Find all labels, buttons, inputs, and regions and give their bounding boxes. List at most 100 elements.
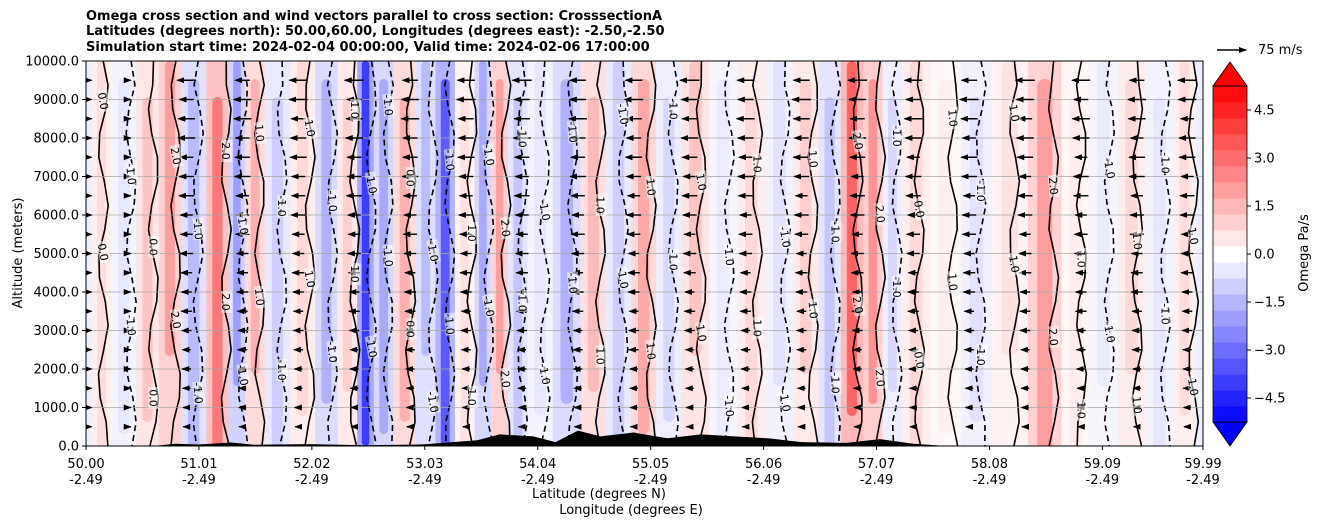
- contour-label-bg: [517, 126, 529, 148]
- x-tick-label-lat: 59.09: [1084, 457, 1121, 472]
- omega-band-core: [587, 97, 600, 392]
- colorbar-segment: [1213, 118, 1247, 135]
- contour-label-bg: [947, 270, 960, 294]
- contour-label: 1.0: [1185, 226, 1201, 245]
- x-tick-label-lat: 51.01: [180, 457, 217, 472]
- contour-label-bg: [1186, 224, 1202, 248]
- y-tick-label: 1000.0: [34, 401, 80, 416]
- y-tick-label: 3000.0: [34, 324, 80, 339]
- colorbar-segment: [1213, 406, 1247, 423]
- contour-label-bg: [892, 125, 903, 147]
- contour-label-bg: [382, 93, 396, 117]
- colorbar-extend-max: [1212, 61, 1248, 87]
- contour-label-bg: [467, 222, 479, 244]
- contour-label: -1.0: [424, 239, 441, 262]
- contour-label-bg: [723, 243, 737, 267]
- contour-label-bg: [566, 271, 580, 295]
- y-tick-label: 10000.0: [25, 55, 79, 70]
- omega-band-core: [342, 97, 352, 392]
- contour-label: -1.0: [829, 372, 842, 393]
- contour-label: -1.0: [829, 221, 842, 242]
- x-tick-label-lat: 57.07: [858, 457, 895, 472]
- colorbar-segment: [1213, 342, 1247, 359]
- x-tick-label-lon: -2.49: [295, 473, 329, 488]
- contour-label: 0.0: [147, 389, 160, 407]
- contour-label-bg: [148, 387, 160, 409]
- contour-label-bg: [1047, 174, 1061, 198]
- contour-label-bg: [467, 386, 479, 408]
- colorbar-segment: [1213, 134, 1247, 151]
- contour-label: 2.0: [873, 369, 887, 388]
- omega-band-core: [271, 97, 284, 446]
- contour-labels: 0.0 0.0 -1.0 -1.0 0.0 0.0 2.0 2.0 -1.0 -1.0 2.0 2.0…: [95, 89, 1202, 421]
- contour-label-bg: [148, 236, 160, 258]
- colorbar: −4.5 −3.0 −1.5 0.0 1.5 3.0 4.5: [1212, 61, 1286, 447]
- contour-label-bg: [616, 266, 631, 290]
- colorbar-tick-label: −4.5: [1254, 392, 1286, 407]
- y-tick-label: 4000.0: [34, 286, 80, 301]
- contour-label: 1.0: [1075, 250, 1088, 268]
- contour-label-bg: [947, 106, 960, 130]
- omega-band-core: [868, 79, 878, 404]
- contour-label: 1.0: [1006, 103, 1022, 122]
- omega-band-core: [142, 97, 153, 422]
- contour-label: 1.0: [1006, 254, 1022, 273]
- omega-band-core: [1179, 61, 1190, 416]
- x-tick-label-lon: -2.49: [1086, 473, 1120, 488]
- contour-label-bg: [830, 372, 842, 394]
- contour-label: -1.0: [480, 294, 497, 317]
- contour-label-bg: [874, 366, 888, 390]
- contour-label: -1.0: [776, 389, 793, 412]
- y-tick-label: 6000.0: [34, 209, 80, 224]
- contour-label: -1.0: [480, 143, 497, 166]
- contour-label-bg: [253, 121, 267, 145]
- omega-band-core: [187, 79, 200, 446]
- contour-label-bg: [595, 345, 607, 367]
- chart-title-line-1: Omega cross section and wind vectors par…: [86, 9, 663, 24]
- contour-label: 1.0: [252, 288, 266, 307]
- colorbar-segment: [1213, 150, 1247, 167]
- contour-label-bg: [303, 267, 318, 291]
- contour-label: 2.0: [219, 142, 232, 160]
- contour-label: 1.0: [805, 150, 819, 169]
- chart-title-line-2: Latitudes (degrees north): 50.00,60.00, …: [86, 24, 665, 39]
- contour-label-bg: [645, 175, 659, 199]
- contour-label: -1.0: [536, 198, 553, 221]
- contour-label: 2.0: [167, 146, 183, 165]
- contour-label-bg: [892, 276, 903, 298]
- contour-label: -1.0: [776, 225, 793, 248]
- contour-label: -1.0: [324, 190, 339, 213]
- contour-label: 0.0: [911, 199, 927, 218]
- contour-label-bg: [221, 140, 233, 162]
- x-tick-label-lon: -2.49: [860, 473, 894, 488]
- contour-label-bg: [364, 171, 380, 195]
- contour-label: -1.0: [1101, 156, 1118, 179]
- contour-label: 0.0: [911, 350, 927, 369]
- contour-label: 1.0: [594, 196, 607, 214]
- contour-label-bg: [349, 99, 361, 121]
- x-tick-label-lon: -2.49: [69, 473, 103, 488]
- x-axis: 50.00-2.4951.01-2.4952.02-2.4953.03-2.49…: [67, 446, 1222, 488]
- y-tick-label: 0.0: [58, 440, 79, 455]
- contour-label-bg: [975, 344, 987, 366]
- contour-label: 1.0: [805, 301, 819, 320]
- contour-label-bg: [1102, 320, 1118, 344]
- x-tick-label-lat: 55.05: [632, 457, 669, 472]
- contour-label: -1.0: [721, 244, 736, 267]
- contour-label-bg: [482, 294, 497, 318]
- x-tick-label-lon: -2.49: [973, 473, 1007, 488]
- colorbar-label: Omega Pa/s: [1297, 214, 1312, 292]
- omega-band-core: [1069, 97, 1082, 446]
- omega-band-core: [1037, 79, 1053, 446]
- contour-label: 1.0: [750, 155, 763, 173]
- contour-label-bg: [169, 308, 184, 332]
- x-tick-label-lon: -2.49: [634, 473, 668, 488]
- contour-label: -1.0: [614, 102, 631, 125]
- contour-label: 1.0: [348, 101, 361, 119]
- contour-label: -1.0: [516, 290, 529, 311]
- contour-label-bg: [851, 293, 866, 317]
- contour-label: -1.0: [442, 149, 457, 172]
- colorbar-segment: [1213, 230, 1247, 247]
- colorbar-segment: [1213, 278, 1247, 295]
